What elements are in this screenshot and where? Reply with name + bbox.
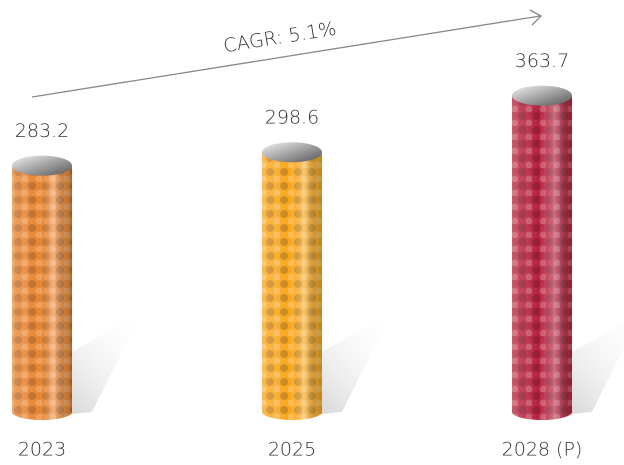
bar-shade bbox=[512, 95, 572, 421]
bar-cap bbox=[12, 155, 72, 176]
value-label: 298.6 bbox=[265, 107, 319, 129]
bar-cap bbox=[512, 85, 572, 106]
x-tick-label: 2023 bbox=[18, 439, 66, 461]
value-label: 363.7 bbox=[515, 50, 569, 72]
value-label: 283.2 bbox=[15, 120, 69, 142]
bar-shade bbox=[262, 152, 322, 420]
x-tick-label: 2025 bbox=[268, 439, 316, 461]
bar-shade bbox=[12, 165, 72, 420]
cagr-arrow bbox=[31, 9, 543, 98]
bar-cap bbox=[262, 142, 322, 163]
x-tick-label: 2028 (P) bbox=[502, 439, 583, 461]
